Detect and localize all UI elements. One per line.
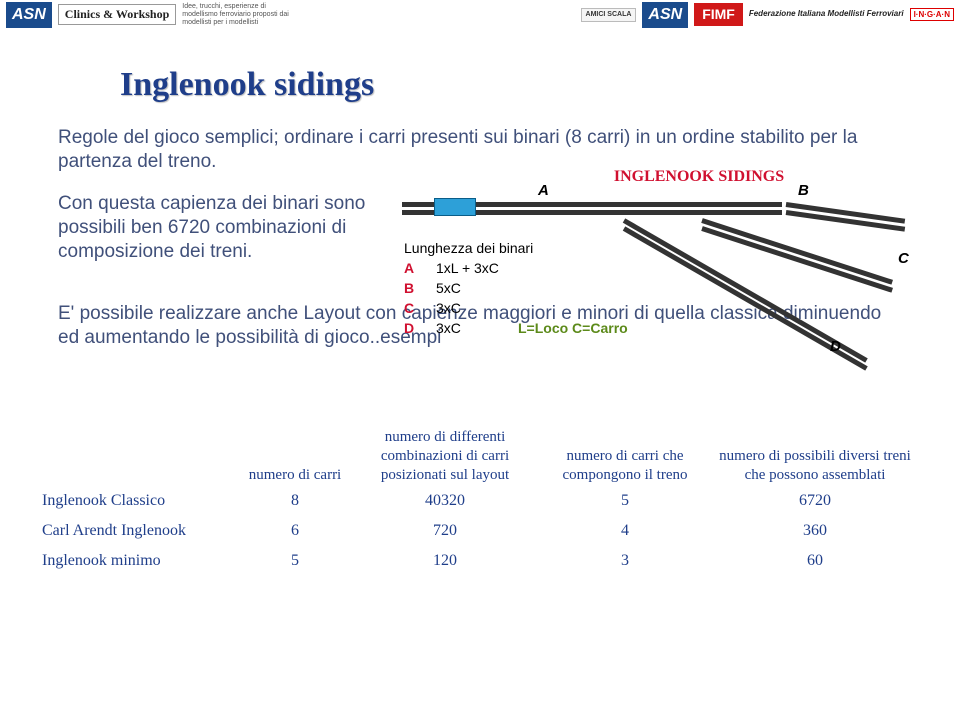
th-name [40,426,240,486]
table-row: Inglenook minimo5120360 [40,546,920,576]
inglenook-diagram: INGLENOOK SIDINGS A B C D Lunghezza dei … [398,168,908,368]
combinations-table: numero di carri numero di differenti com… [40,426,920,576]
legend-val-d: 3xC [436,320,461,336]
diagram-legend-row-d: D 3xC [404,320,461,336]
ingan-logo: I·N·G·A·N [910,8,954,21]
intro-paragraph: Regole del gioco semplici; ordinare i ca… [58,126,898,174]
table-row: Inglenook Classico84032056720 [40,486,920,516]
federazione-text: Federazione Italiana Modellisti Ferrovia… [749,10,904,19]
cell-comb: 720 [350,516,540,546]
cell-name: Inglenook Classico [40,486,240,516]
fimf-logo: FIMF [694,3,743,26]
legend-key-a: A [404,260,418,276]
cell-poss: 60 [710,546,920,576]
header-right: AMICI SCALA ASN FIMF Federazione Italian… [575,0,960,30]
cell-name: Inglenook minimo [40,546,240,576]
cell-comp: 5 [540,486,710,516]
th-num-carri: numero di carri [240,426,350,486]
asn-logo-left: ASN [6,2,52,28]
diagram-title: INGLENOOK SIDINGS [574,168,824,186]
diagram-label-b: B [798,182,809,199]
legend-val-c: 3xC [436,300,461,316]
header-subtitle: Idee, trucchi, esperienze di modellismo … [182,3,302,26]
header-left: ASN Clinics & Workshop Idee, trucchi, es… [0,0,308,30]
legend-val-a: 1xL + 3xC [436,260,499,276]
cell-comp: 3 [540,546,710,576]
clinics-workshop-logo: Clinics & Workshop [58,4,176,25]
diagram-label-a: A [538,182,549,199]
th-combinazioni: numero di differenti combinazioni di car… [350,426,540,486]
legend-key-c: C [404,300,418,316]
diagram-legend-title: Lunghezza dei binari [404,240,533,256]
legend-key-d: D [404,320,418,336]
th-compongono: numero di carri che compongono il treno [540,426,710,486]
legend-key-b: B [404,280,418,296]
diagram-legend-row-b: B 5xC [404,280,461,296]
cell-poss: 360 [710,516,920,546]
th-possibili: numero di possibili diversi treni che po… [710,426,920,486]
diagram-label-d: D [830,338,841,355]
track-c-rail1 [701,218,893,285]
capacity-paragraph: Con questa capienza dei binari sono poss… [58,192,388,263]
cell-n: 8 [240,486,350,516]
cell-name: Carl Arendt Inglenook [40,516,240,546]
legend-val-b: 5xC [436,280,461,296]
diagram-legend-footer: L=Loco C=Carro [518,320,628,336]
diagram-legend-row-a: A 1xL + 3xC [404,260,499,276]
table-header-row: numero di carri numero di differenti com… [40,426,920,486]
cell-comp: 4 [540,516,710,546]
cell-comb: 120 [350,546,540,576]
cell-comb: 40320 [350,486,540,516]
loco-icon [434,198,476,216]
header-bar: ASN Clinics & Workshop Idee, trucchi, es… [0,0,960,62]
cell-poss: 6720 [710,486,920,516]
diagram-label-c: C [898,250,909,267]
table-row: Carl Arendt Inglenook67204360 [40,516,920,546]
cell-n: 5 [240,546,350,576]
page-title: Inglenook sidings [120,66,374,104]
asn-logo-right: ASN [642,2,688,28]
diagram-legend-row-c: C 3xC [404,300,461,316]
amici-scala-text: AMICI SCALA [581,8,637,22]
cell-n: 6 [240,516,350,546]
